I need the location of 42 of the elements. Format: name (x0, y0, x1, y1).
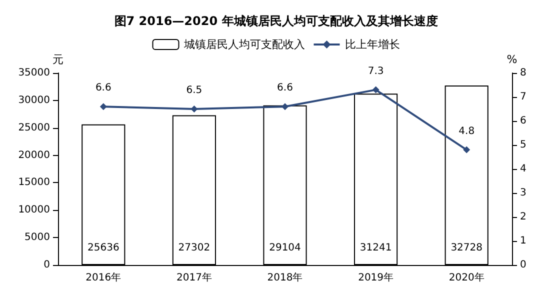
y-tick-label: 30000 (18, 94, 50, 106)
data-label: 6.6 (277, 82, 293, 94)
data-label: 25636 (87, 242, 120, 254)
data-label: 6.6 (95, 82, 112, 94)
y2-tick-label: 7 (520, 92, 526, 102)
y-axis-title: 元 (52, 53, 64, 66)
y-tick-label: 10000 (18, 204, 50, 216)
point (372, 86, 380, 94)
y-tick-label: 35000 (18, 68, 50, 78)
y2-tick-label: 0 (520, 260, 526, 270)
y2-tick-label: 5 (520, 140, 526, 150)
y-tick-label: 25000 (18, 122, 50, 134)
y2-tick-label: 3 (520, 188, 526, 198)
point (463, 146, 470, 154)
y-tick-label: 0 (44, 260, 50, 270)
point (100, 103, 107, 110)
data-label: 31241 (360, 242, 392, 254)
x-tick-label: 2018年 (267, 272, 303, 284)
x-tick-label: 2017年 (176, 272, 212, 284)
legend-label: 城镇居民人均可支配收入 (182, 38, 305, 51)
x-tick-label: 2020年 (448, 272, 484, 284)
data-label: 29104 (269, 242, 301, 254)
y-tick-label: 5000 (24, 232, 50, 244)
data-label: 6.5 (186, 85, 202, 96)
legend-label: 比上年增长 (344, 38, 400, 51)
y-tick-label: 15000 (18, 177, 50, 188)
data-label: 4.8 (458, 126, 475, 137)
y-tick-label: 20000 (18, 150, 50, 161)
x-tick-label: 2019年 (358, 272, 394, 284)
data-label: 27302 (178, 242, 210, 254)
point (282, 103, 288, 110)
y2-tick-label: 1 (520, 236, 526, 246)
y2-tick-label: 8 (520, 68, 526, 78)
y2-tick-label: 2 (520, 212, 526, 222)
y2-axis-title: % (506, 53, 518, 66)
y2-tick-label: 4 (520, 164, 526, 174)
data-label: 7.3 (368, 66, 384, 77)
chart-title: 图7 2016—2020 年城镇居民人均可支配收入及其增长速度 (114, 14, 438, 28)
x-tick-label: 2016年 (86, 272, 122, 284)
point (190, 106, 198, 112)
y2-tick-label: 6 (520, 116, 526, 126)
data-label: 32728 (450, 242, 483, 254)
